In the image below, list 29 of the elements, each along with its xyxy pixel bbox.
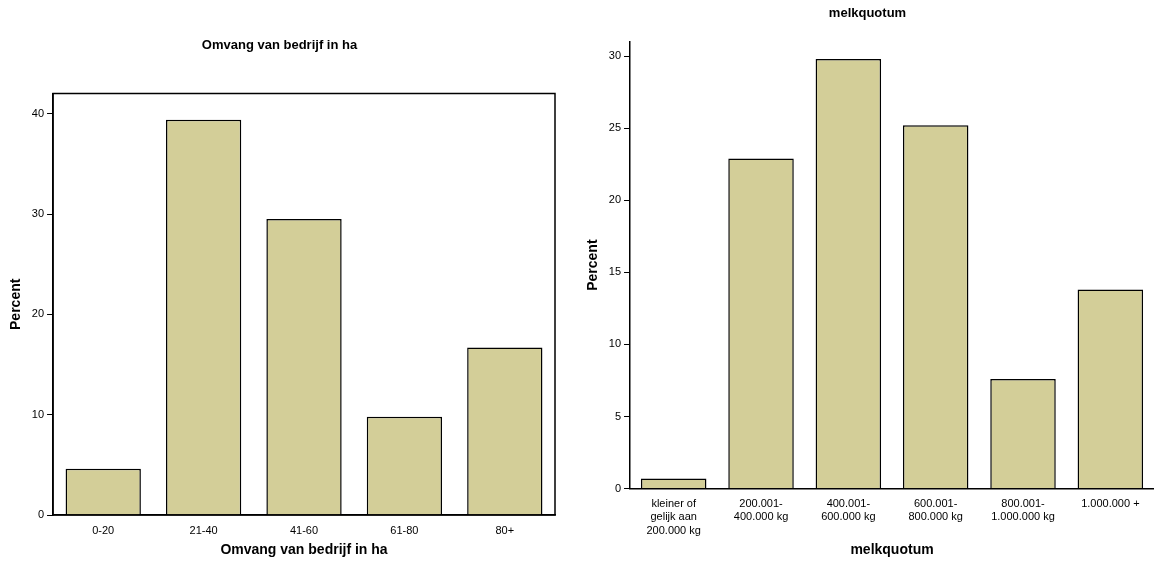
x-tick-label: 80+ (495, 523, 515, 536)
chart-title: melkquotum (828, 5, 907, 21)
y-tick-label: 0 (614, 481, 622, 494)
x-tick-label: 1.000.000 + (1081, 497, 1140, 510)
y-tick-label: 25 (608, 121, 622, 134)
y-tick-label: 5 (614, 409, 622, 422)
y-tick-label: 30 (608, 49, 622, 62)
x-tick-label: kleiner of gelijk aan 200.000 kg (646, 497, 701, 536)
y-tick-label: 15 (608, 265, 622, 278)
x-tick-label: 400.001-600.000 kg (821, 497, 876, 523)
y-tick-label: 0 (37, 508, 45, 521)
x-axis-title: Omvang van bedrijf in ha (220, 541, 388, 558)
x-tick-label: 600.001-800.000 kg (908, 497, 963, 523)
y-tick-label: 30 (31, 207, 45, 220)
y-tick-label: 40 (31, 106, 45, 119)
y-tick-label: 20 (608, 193, 622, 206)
x-tick-label: 200.001-400.000 kg (733, 497, 789, 523)
y-tick-label: 20 (31, 307, 45, 320)
y-tick-label: 10 (608, 337, 622, 350)
x-tick-label: 41-60 (289, 523, 319, 536)
x-tick-label: 61-80 (390, 523, 419, 536)
y-axis-title: Percent (7, 278, 24, 330)
x-tick-label: 0-20 (92, 523, 115, 536)
x-tick-label: 800.001-1.000.000 kg (991, 497, 1055, 523)
chart-title: Omvang van bedrijf in ha (201, 37, 358, 53)
x-axis-title: melkquotum (850, 541, 934, 558)
y-tick-label: 10 (31, 407, 45, 420)
y-axis-title: Percent (584, 239, 601, 291)
x-tick-label: 21-40 (189, 523, 218, 536)
